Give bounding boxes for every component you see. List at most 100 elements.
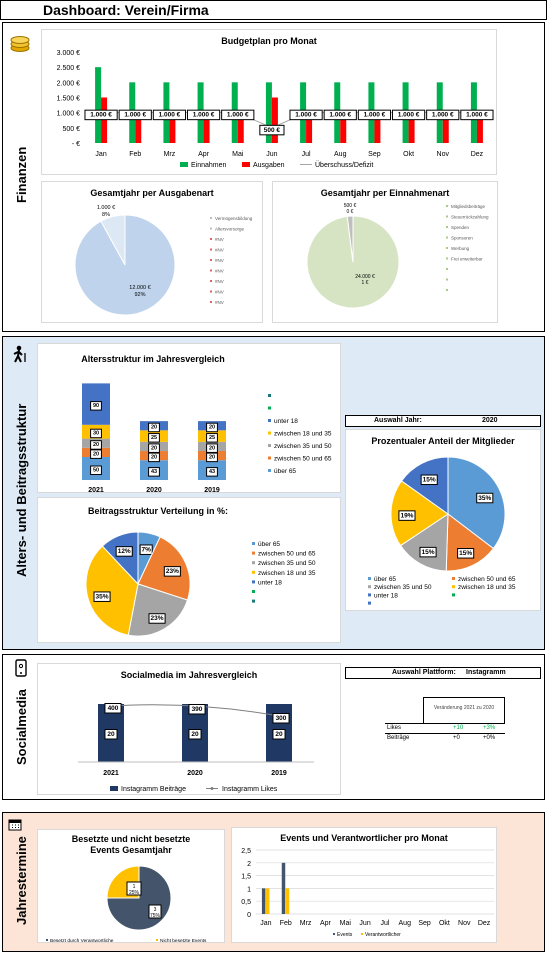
legend-swatch (446, 289, 448, 291)
data-label: 1.000 € (90, 112, 112, 119)
legend-swatch (252, 580, 255, 584)
auswahl-plattform-box[interactable]: Auswahl Plattform: Instagramm (345, 667, 541, 679)
veraenderung-row-a: +10 (453, 725, 464, 731)
x-tick-label: Mrz (300, 920, 312, 927)
legend-label: Altersvorsorge (215, 227, 245, 232)
bar (408, 112, 415, 143)
segment-label-box (90, 401, 102, 411)
bar-label: 20 (107, 731, 115, 738)
x-tick-label: Feb (280, 920, 292, 927)
prozent-pie: 35% 15% 15% 19% 15% über 65 zwischen 50 und 65… (368, 456, 516, 605)
ausgaben-pie-title: Gesamtjahr per Ausgabenart (90, 188, 214, 198)
slice-pct: 8% (102, 212, 110, 218)
slice-label-box (93, 591, 111, 602)
legend-label: Nicht besetzte Events (160, 938, 207, 944)
slice-pct: 92% (134, 292, 145, 298)
auswahl-jahr-value[interactable]: 2020 (482, 417, 498, 424)
legend-swatch (210, 227, 212, 230)
legend-swatch (110, 786, 118, 791)
data-label-box (391, 109, 426, 121)
x-tick-label: 2019 (204, 487, 220, 494)
events-pie-panel: Besetzte und nicht besetzte Events Gesam… (37, 829, 225, 944)
x-tick-label: Nov (437, 151, 450, 158)
legend-swatch (268, 406, 271, 410)
legend-swatch (268, 419, 271, 422)
einnahmen-pie-title: Gesamtjahr per Einnahmenart (320, 188, 450, 198)
legend-label: #NV (215, 290, 224, 295)
slice-label: 23% (166, 568, 179, 575)
legend-swatch (180, 162, 188, 167)
auswahl-plattform-value[interactable]: Instagramm (466, 669, 506, 676)
x-tick-label: Aug (334, 151, 347, 158)
likes-label-box (188, 704, 206, 715)
legend-label: zwischen 35 und 50 (258, 560, 316, 567)
segment-label-box (148, 433, 160, 443)
coins-icon (9, 31, 31, 53)
y-tick-label: 2.000 € (57, 80, 80, 87)
legend-label: über 65 (374, 576, 396, 583)
legend-swatch (252, 590, 255, 593)
legend-swatch (368, 585, 371, 589)
legend-swatch (210, 248, 212, 251)
legend-label: Steuerrückzahlung (451, 215, 489, 220)
x-tick-label: Dez (478, 920, 491, 927)
data-label-box (84, 109, 118, 121)
bar (95, 67, 102, 143)
slice-label: 15% (422, 549, 435, 556)
data-label: 500 € (264, 127, 281, 134)
legend-label: über 65 (274, 468, 296, 475)
slice-label-box (420, 474, 438, 486)
slice-label: 12% (118, 548, 131, 555)
y-tick-label: 2,5 (241, 848, 251, 855)
segment-label: 43 (209, 469, 215, 475)
segment-label: 20 (151, 445, 157, 451)
segment-label: 20 (151, 455, 157, 461)
slice-label: 1 (133, 884, 136, 890)
x-tick-label: Jul (302, 151, 311, 158)
pie-slice (101, 531, 139, 586)
legend-swatch (446, 226, 448, 228)
data-label-box (221, 109, 255, 121)
x-tick-label: Jun (266, 151, 277, 158)
bar (271, 97, 278, 143)
x-tick-label: 2020 (187, 770, 203, 777)
x-tick-label: 2021 (88, 487, 104, 494)
legend-swatch (368, 601, 371, 605)
segment-label-box (206, 443, 218, 453)
legend-swatch (446, 247, 448, 249)
legend-swatch (333, 933, 335, 935)
y-tick-label: 0,5 (241, 899, 251, 906)
segment-label: 20 (209, 455, 215, 461)
x-tick-label: Jan (260, 920, 271, 927)
slice-pct: 0 € (347, 209, 354, 215)
legend-swatch (210, 238, 212, 240)
segment-label: 20 (209, 425, 215, 431)
bar (203, 112, 210, 143)
legend-swatch (252, 542, 255, 545)
data-label-box (186, 109, 221, 121)
alter-chart: 5020203090202143202025202020432020252020… (82, 383, 332, 494)
bar-label-box (104, 729, 118, 740)
ausgaben-pie: 12.000 €92% 1.000 €8% Vermögensbildung Alte… (74, 205, 253, 316)
data-label-box (259, 124, 285, 136)
auswahl-jahr-box[interactable]: Auswahl Jahr: 2020 (345, 415, 541, 427)
bar (261, 888, 266, 914)
x-tick-label: Sep (368, 151, 381, 158)
slice-label-box (457, 548, 475, 559)
legend-swatch (368, 593, 371, 597)
budget-chart: 3.000 € 2.500 € 2.000 € 1.500 € 1.000 € 500 €… (57, 50, 494, 169)
y-tick-label: 1.500 € (57, 96, 80, 103)
bar (265, 82, 272, 143)
segment-label-box (206, 452, 218, 463)
segment-label-box (90, 465, 102, 475)
slice-label-box (476, 492, 494, 504)
x-tick-label: Dez (471, 151, 484, 158)
segment-label: 30 (93, 431, 99, 437)
x-tick-label: Mrz (164, 151, 176, 158)
legend-label: Spenden (451, 225, 470, 230)
legend-swatch (446, 268, 448, 270)
bar (281, 862, 286, 914)
legend-label: unter 18 (258, 579, 282, 586)
alter-chart-panel: Altersstruktur im Jahresvergleich 50 20 20… (37, 343, 341, 494)
likes-label-box (272, 713, 290, 724)
